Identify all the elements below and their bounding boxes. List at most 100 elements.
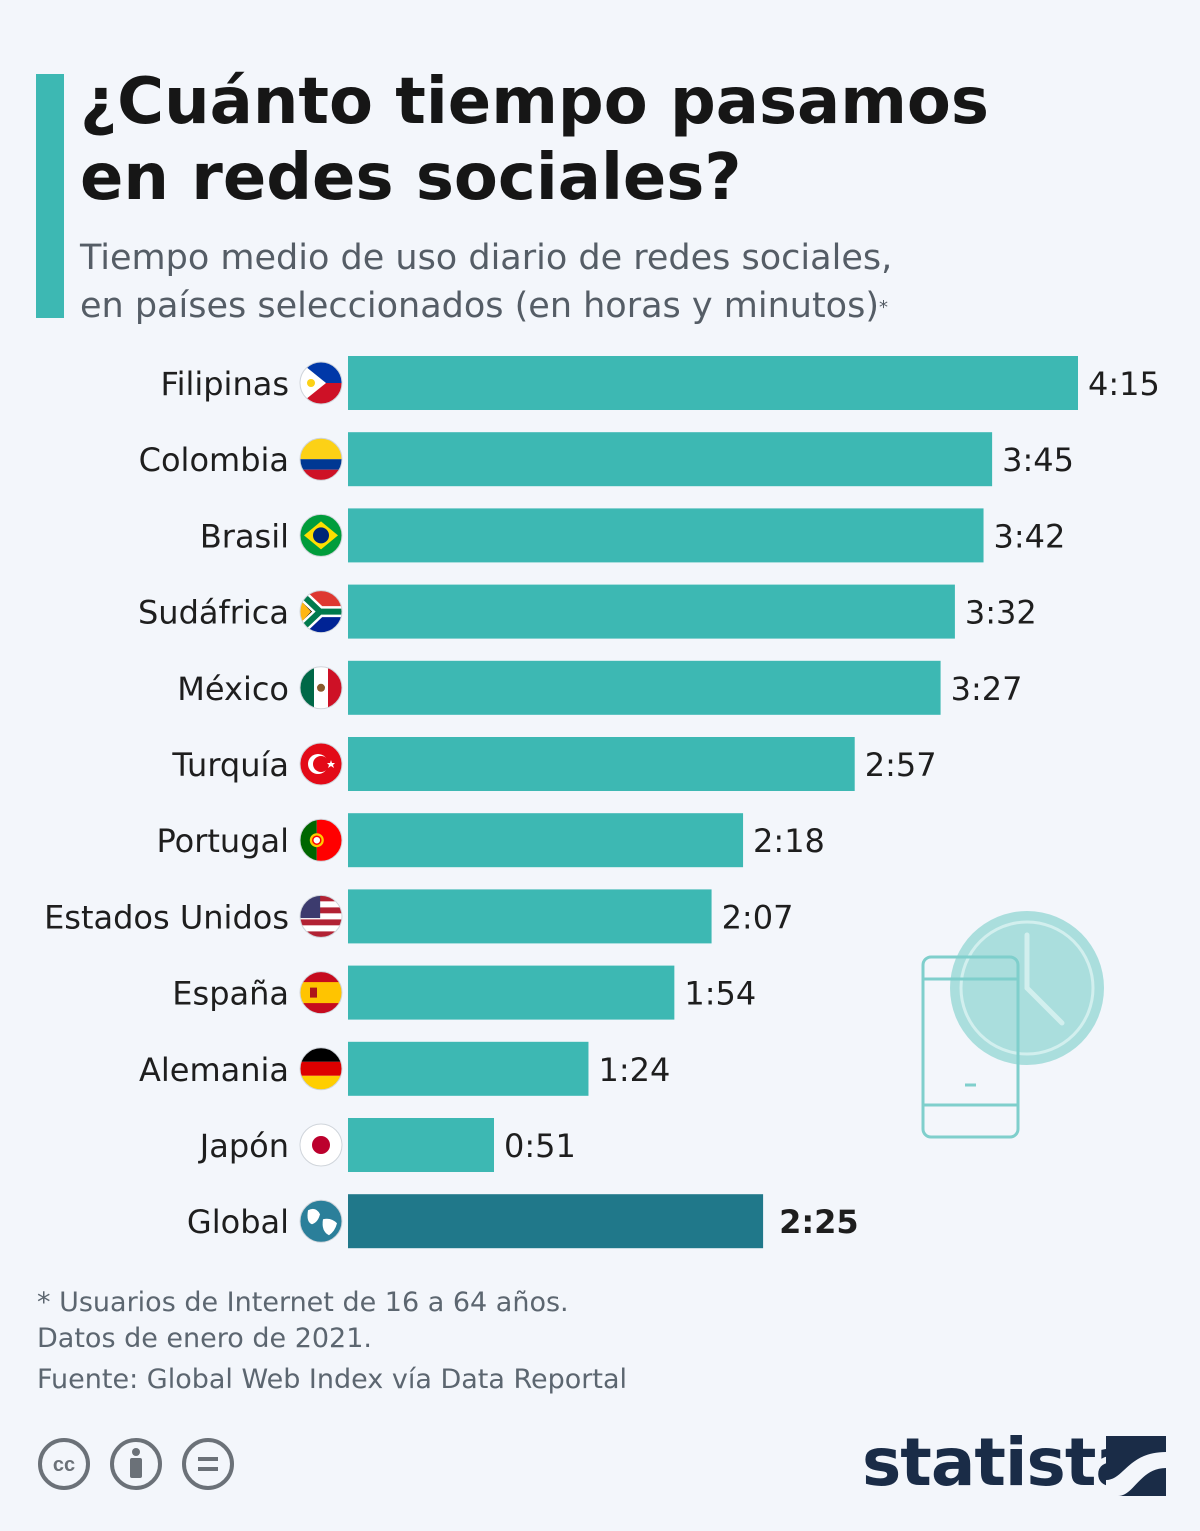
flag-border [299, 1123, 343, 1167]
category-label: México [177, 670, 289, 708]
flag-germany-icon [299, 1047, 343, 1091]
bar [348, 1041, 589, 1096]
category-label: Colombia [139, 441, 289, 479]
flag-usa-icon [299, 894, 343, 938]
flag-body [300, 514, 342, 557]
category-label: Alemania [139, 1051, 289, 1089]
flag-part [312, 1136, 330, 1154]
no-derivatives-icon[interactable] [181, 1437, 235, 1491]
flag-border [299, 361, 343, 405]
flag-part [300, 913, 342, 920]
category-label: Estados Unidos [44, 898, 289, 936]
flag-part [327, 760, 335, 768]
flag-part [307, 1208, 320, 1225]
value-label: 3:32 [965, 594, 1037, 632]
title-line-1: ¿Cuánto tiempo pasamos [80, 65, 989, 139]
attribution-icon[interactable] [109, 1437, 163, 1491]
subtitle: Tiempo medio de uso diario de redes soci… [80, 234, 1160, 330]
flag-border [299, 666, 343, 710]
value-label: 0:51 [504, 1127, 576, 1165]
value-label: 2:18 [753, 822, 825, 860]
title-line-2: en redes sociales? [80, 141, 742, 215]
value-label: 1:54 [684, 975, 756, 1013]
flag-turkey-icon [299, 742, 343, 786]
flag-part [300, 438, 342, 460]
flag-part [300, 901, 342, 908]
value-label: 4:15 [1088, 365, 1160, 403]
flag-body [300, 590, 342, 633]
flag-border [299, 513, 343, 557]
statista-logo-icon [1106, 1436, 1166, 1496]
bar [348, 660, 941, 715]
flag-mexico-icon [299, 666, 343, 710]
svg-text:cc: cc [53, 1454, 75, 1476]
bar [348, 965, 675, 1020]
flag-part [300, 1061, 342, 1076]
bar [348, 432, 993, 487]
flag-portugal-icon [299, 818, 343, 862]
flag-part [300, 599, 311, 624]
flag-part [317, 683, 325, 692]
flag-part [300, 919, 342, 926]
category-label: Turquía [171, 746, 289, 784]
value-label: 3:45 [1002, 441, 1074, 479]
phone-outline-icon [921, 955, 1020, 1139]
flag-part [300, 931, 342, 938]
category-label: Japón [198, 1127, 289, 1165]
bar [348, 813, 744, 868]
flag-brazil-icon [299, 513, 343, 557]
flag-part [300, 1075, 342, 1090]
category-label: Filipinas [160, 365, 289, 403]
source-note: Fuente: Global Web Index vía Data Report… [37, 1364, 628, 1395]
bar [348, 889, 712, 944]
flag-part [307, 379, 315, 387]
flag-part [300, 666, 314, 709]
value-label: 3:42 [994, 517, 1066, 555]
bar [348, 508, 984, 563]
statista-wordmark: statista [862, 1424, 1140, 1501]
flag-border [299, 894, 343, 938]
value-label: 3:27 [951, 670, 1023, 708]
flag-body [300, 743, 342, 785]
statista-logo[interactable]: statista [862, 1424, 1166, 1501]
category-label: Global [187, 1203, 289, 1241]
flag-border [299, 818, 343, 862]
flag-body [300, 971, 342, 1014]
flag-part [300, 982, 342, 1004]
flag-part [300, 895, 342, 902]
flag-part [300, 819, 317, 862]
footnote-users: * Usuarios de Internet de 16 a 64 años. [37, 1287, 569, 1318]
subtitle-line-2-text: en países seleccionados (en horas y minu… [80, 286, 879, 326]
flag-part [300, 907, 342, 914]
flag-part [322, 1218, 337, 1236]
value-label: 1:24 [598, 1051, 670, 1089]
footnote-date: Datos de enero de 2021. [37, 1323, 372, 1354]
flag-border [299, 437, 343, 481]
value-label: 2:57 [865, 746, 937, 784]
flag-part [300, 590, 342, 633]
category-label: Sudáfrica [138, 594, 289, 632]
flag-border [299, 590, 343, 634]
flag-border [299, 971, 343, 1015]
globe-icon [299, 1199, 343, 1243]
bar [348, 737, 855, 791]
cc-icon[interactable]: cc [37, 1437, 91, 1491]
flag-part [300, 459, 342, 470]
flag-spain-icon [299, 971, 343, 1015]
subtitle-footnote-mark: * [878, 297, 888, 318]
flag-border [299, 1199, 343, 1243]
flag-south-africa-icon [299, 590, 343, 634]
bar [348, 356, 1078, 410]
flag-body [300, 438, 342, 481]
flag-border [299, 742, 343, 786]
subtitle-line-1: Tiempo medio de uso diario de redes soci… [80, 238, 893, 278]
title-accent-bar [36, 74, 64, 318]
value-label: 2:25 [779, 1203, 859, 1241]
bar [348, 1118, 494, 1172]
flag-body [300, 1047, 342, 1090]
flag-body [300, 1200, 342, 1243]
flag-part [312, 835, 322, 845]
clock-hand-icon [1024, 985, 1065, 1026]
flag-border [299, 1047, 343, 1091]
flag-japan-icon [299, 1123, 343, 1167]
